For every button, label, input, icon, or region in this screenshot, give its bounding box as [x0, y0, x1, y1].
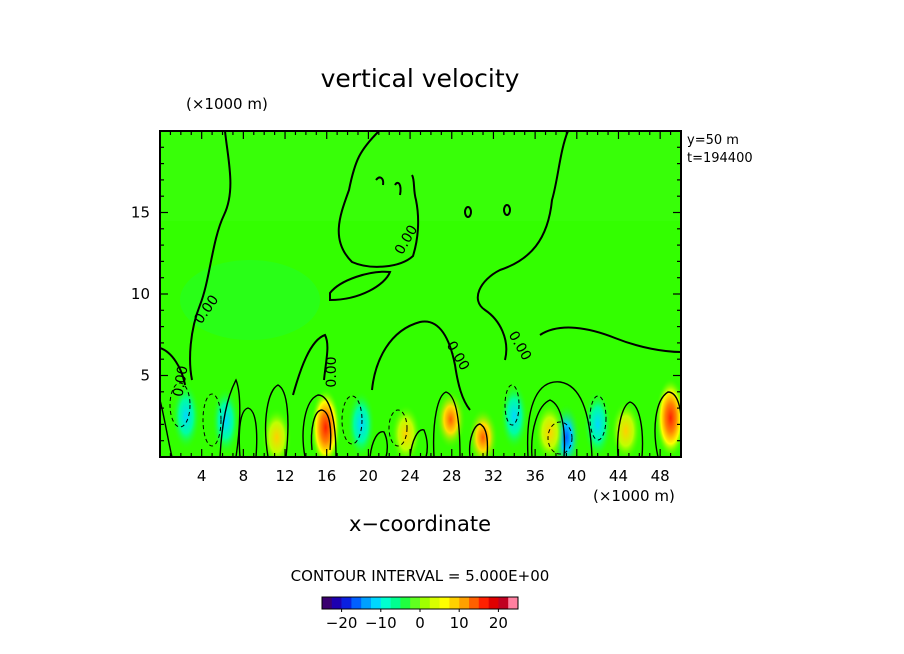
annotation-y-position: y=50 m	[687, 133, 739, 148]
colorbar-tick-labels: −20 −10 0 10 20	[326, 609, 508, 632]
updraft-cell	[390, 404, 421, 457]
downdraft-cell	[172, 382, 201, 451]
x-tick-label: 24	[401, 467, 420, 485]
annotation-time: t=194400	[687, 151, 753, 166]
x-tick-label: 48	[651, 467, 670, 485]
x-axis-label: x−coordinate	[349, 512, 491, 536]
axis-ticks	[160, 131, 681, 457]
y-axis-unit: (×1000 m)	[186, 95, 268, 113]
x-tick-label: 32	[484, 467, 503, 485]
updraft-cell	[468, 407, 499, 457]
colorbar-swatch	[498, 597, 509, 609]
downdraft-cell	[347, 390, 376, 457]
negative-contours	[169, 382, 607, 455]
x-tick-labels: 4 8 12 16 20 24 28 32 36 40 44 48	[197, 467, 670, 485]
x-tick-label: 8	[239, 467, 249, 485]
y-tick-labels: 5 10 15	[131, 204, 150, 385]
plot-area: 0.00 0.00 0.00 0.00 0.00 0.00	[160, 131, 681, 457]
colorbar-swatch	[322, 597, 333, 609]
x-tick-label: 40	[567, 467, 586, 485]
contour-label: 0.00	[324, 356, 340, 387]
colorbar-swatch	[508, 597, 519, 609]
x-tick-label: 20	[359, 467, 378, 485]
colorbar-swatch	[449, 597, 460, 609]
updraft-cell	[310, 387, 341, 457]
colorbar-tick-label: −10	[365, 614, 397, 632]
positive-contours	[160, 378, 681, 457]
x-tick-label: 36	[526, 467, 545, 485]
x-tick-label: 28	[442, 467, 461, 485]
colorbar-swatch	[420, 597, 431, 609]
colorbar-swatch	[361, 597, 372, 609]
colorbar-swatch	[488, 597, 499, 609]
colorbar-swatch	[380, 597, 391, 609]
colorbar-swatch	[371, 597, 382, 609]
colorbar	[322, 597, 519, 609]
colorbar-swatch	[351, 597, 362, 609]
x-tick-label: 4	[197, 467, 207, 485]
updraft-cell	[610, 400, 641, 457]
colorbar-tick-label: 0	[415, 614, 425, 632]
y-tick-label: 5	[140, 367, 150, 385]
y-tick-label: 10	[131, 285, 150, 303]
colorbar-tick-label: 10	[450, 614, 469, 632]
colorbar-swatch	[410, 597, 421, 609]
downdraft-cell	[500, 382, 529, 451]
colorbar-swatch	[429, 597, 440, 609]
colorbar-swatch	[459, 597, 470, 609]
x-tick-label: 16	[317, 467, 336, 485]
colorbar-tick-label: 20	[489, 614, 508, 632]
updraft-cell	[435, 389, 466, 450]
contour-label: 0.00	[170, 365, 191, 398]
chart-title: vertical velocity	[321, 64, 520, 93]
y-tick-label: 15	[131, 204, 150, 222]
updraft-cell	[261, 407, 292, 457]
x-axis-unit: (×1000 m)	[593, 487, 675, 505]
colorbar-swatch	[439, 597, 450, 609]
zero-contours	[160, 131, 681, 411]
colorbar-swatch	[400, 597, 411, 609]
colorbar-swatch	[390, 597, 401, 609]
downdraft-cell	[583, 390, 612, 457]
x-tick-label: 44	[609, 467, 628, 485]
colorbar-tick-label: −20	[326, 614, 358, 632]
x-tick-label: 12	[275, 467, 294, 485]
colorbar-swatch	[331, 597, 342, 609]
colorbar-swatch	[478, 597, 489, 609]
colorbar-swatch	[469, 597, 480, 609]
colorbar-swatch	[341, 597, 352, 609]
contour-interval: CONTOUR INTERVAL = 5.000E+00	[291, 567, 550, 585]
